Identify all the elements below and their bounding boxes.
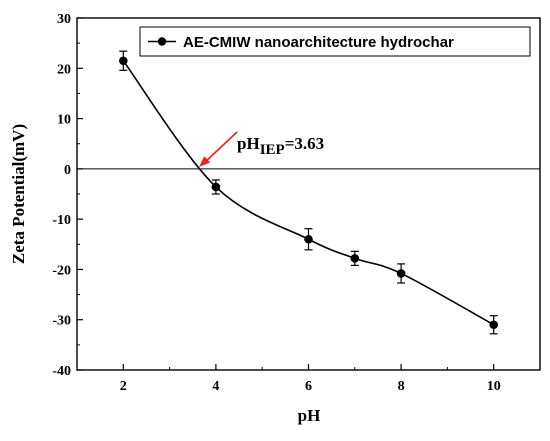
x-tick-label: 8: [398, 379, 405, 394]
y-tick-label: -40: [52, 364, 71, 379]
series-curve: [122, 60, 495, 326]
x-tick-label: 2: [120, 379, 127, 394]
y-tick-label: -20: [52, 263, 71, 278]
iep-arrow-line: [202, 131, 238, 165]
y-tick-label: 20: [57, 62, 71, 77]
ticks-layer: 2 4 6 8 10 -40 -30 -20 -10 0 10 20 30: [52, 12, 541, 394]
y-tick-label: 30: [57, 12, 71, 27]
iep-label-prefix: pH: [237, 134, 260, 153]
data-point: [350, 254, 360, 263]
iep-label: pHIEP=3.63: [237, 134, 324, 158]
legend-label: AE-CMIW nanoarchitecture hydrochar: [183, 34, 454, 51]
x-tick-label: 10: [487, 379, 501, 394]
legend: AE-CMIW nanoarchitecture hydrochar: [139, 26, 531, 57]
legend-marker: [157, 37, 167, 46]
error-bars: [119, 50, 498, 335]
data-point: [396, 269, 406, 278]
x-axis-title: pH: [298, 406, 321, 425]
data-point: [119, 56, 128, 66]
data-point: [304, 234, 313, 244]
y-tick-label: -10: [52, 213, 71, 228]
plot-frame: [76, 17, 541, 371]
y-axis-title: Zeta Potential(mV): [9, 124, 28, 264]
data-point: [489, 320, 499, 330]
iep-label-value: =3.63: [285, 134, 324, 153]
x-tick-label: 4: [212, 379, 219, 394]
x-tick-label: 6: [305, 379, 312, 394]
iep-label-subscript: IEP: [260, 142, 285, 158]
y-tick-label: -30: [52, 314, 71, 329]
data-point: [211, 182, 221, 192]
iep-annotation: pHIEP=3.63: [199, 131, 324, 167]
legend-box: [139, 26, 531, 57]
iep-arrow-head: [199, 156, 211, 167]
y-tick-label: 0: [64, 163, 71, 178]
y-tick-label: 10: [57, 113, 71, 128]
data-points: [119, 56, 499, 330]
